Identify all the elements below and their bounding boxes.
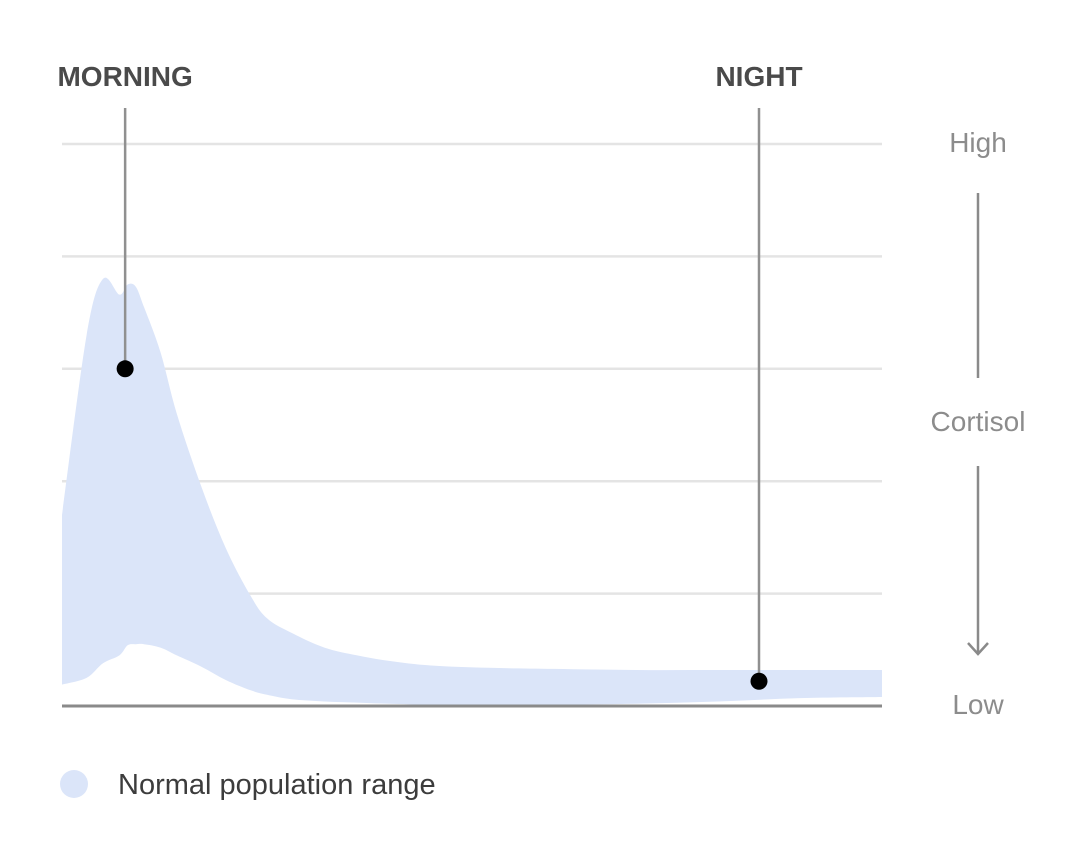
down-arrow-icon (967, 642, 989, 656)
marker-label: MORNING (57, 61, 192, 92)
marker-night: NIGHT (715, 61, 803, 690)
legend: Normal population range (60, 769, 436, 801)
normal-range-band (62, 277, 882, 705)
markers-layer: MORNING NIGHT (57, 61, 803, 690)
legend-label: Normal population range (118, 769, 436, 801)
marker-dot (750, 672, 768, 690)
normal-range-band-layer (62, 277, 882, 705)
marker-label: NIGHT (715, 61, 802, 92)
y-axis-title: Cortisol (931, 406, 1026, 437)
y-low-label: Low (952, 689, 1004, 720)
legend-swatch (60, 770, 88, 798)
cortisol-scale: High Cortisol Low (931, 127, 1026, 720)
y-high-label: High (949, 127, 1007, 158)
marker-dot (116, 360, 134, 378)
marker-morning: MORNING (57, 61, 193, 378)
